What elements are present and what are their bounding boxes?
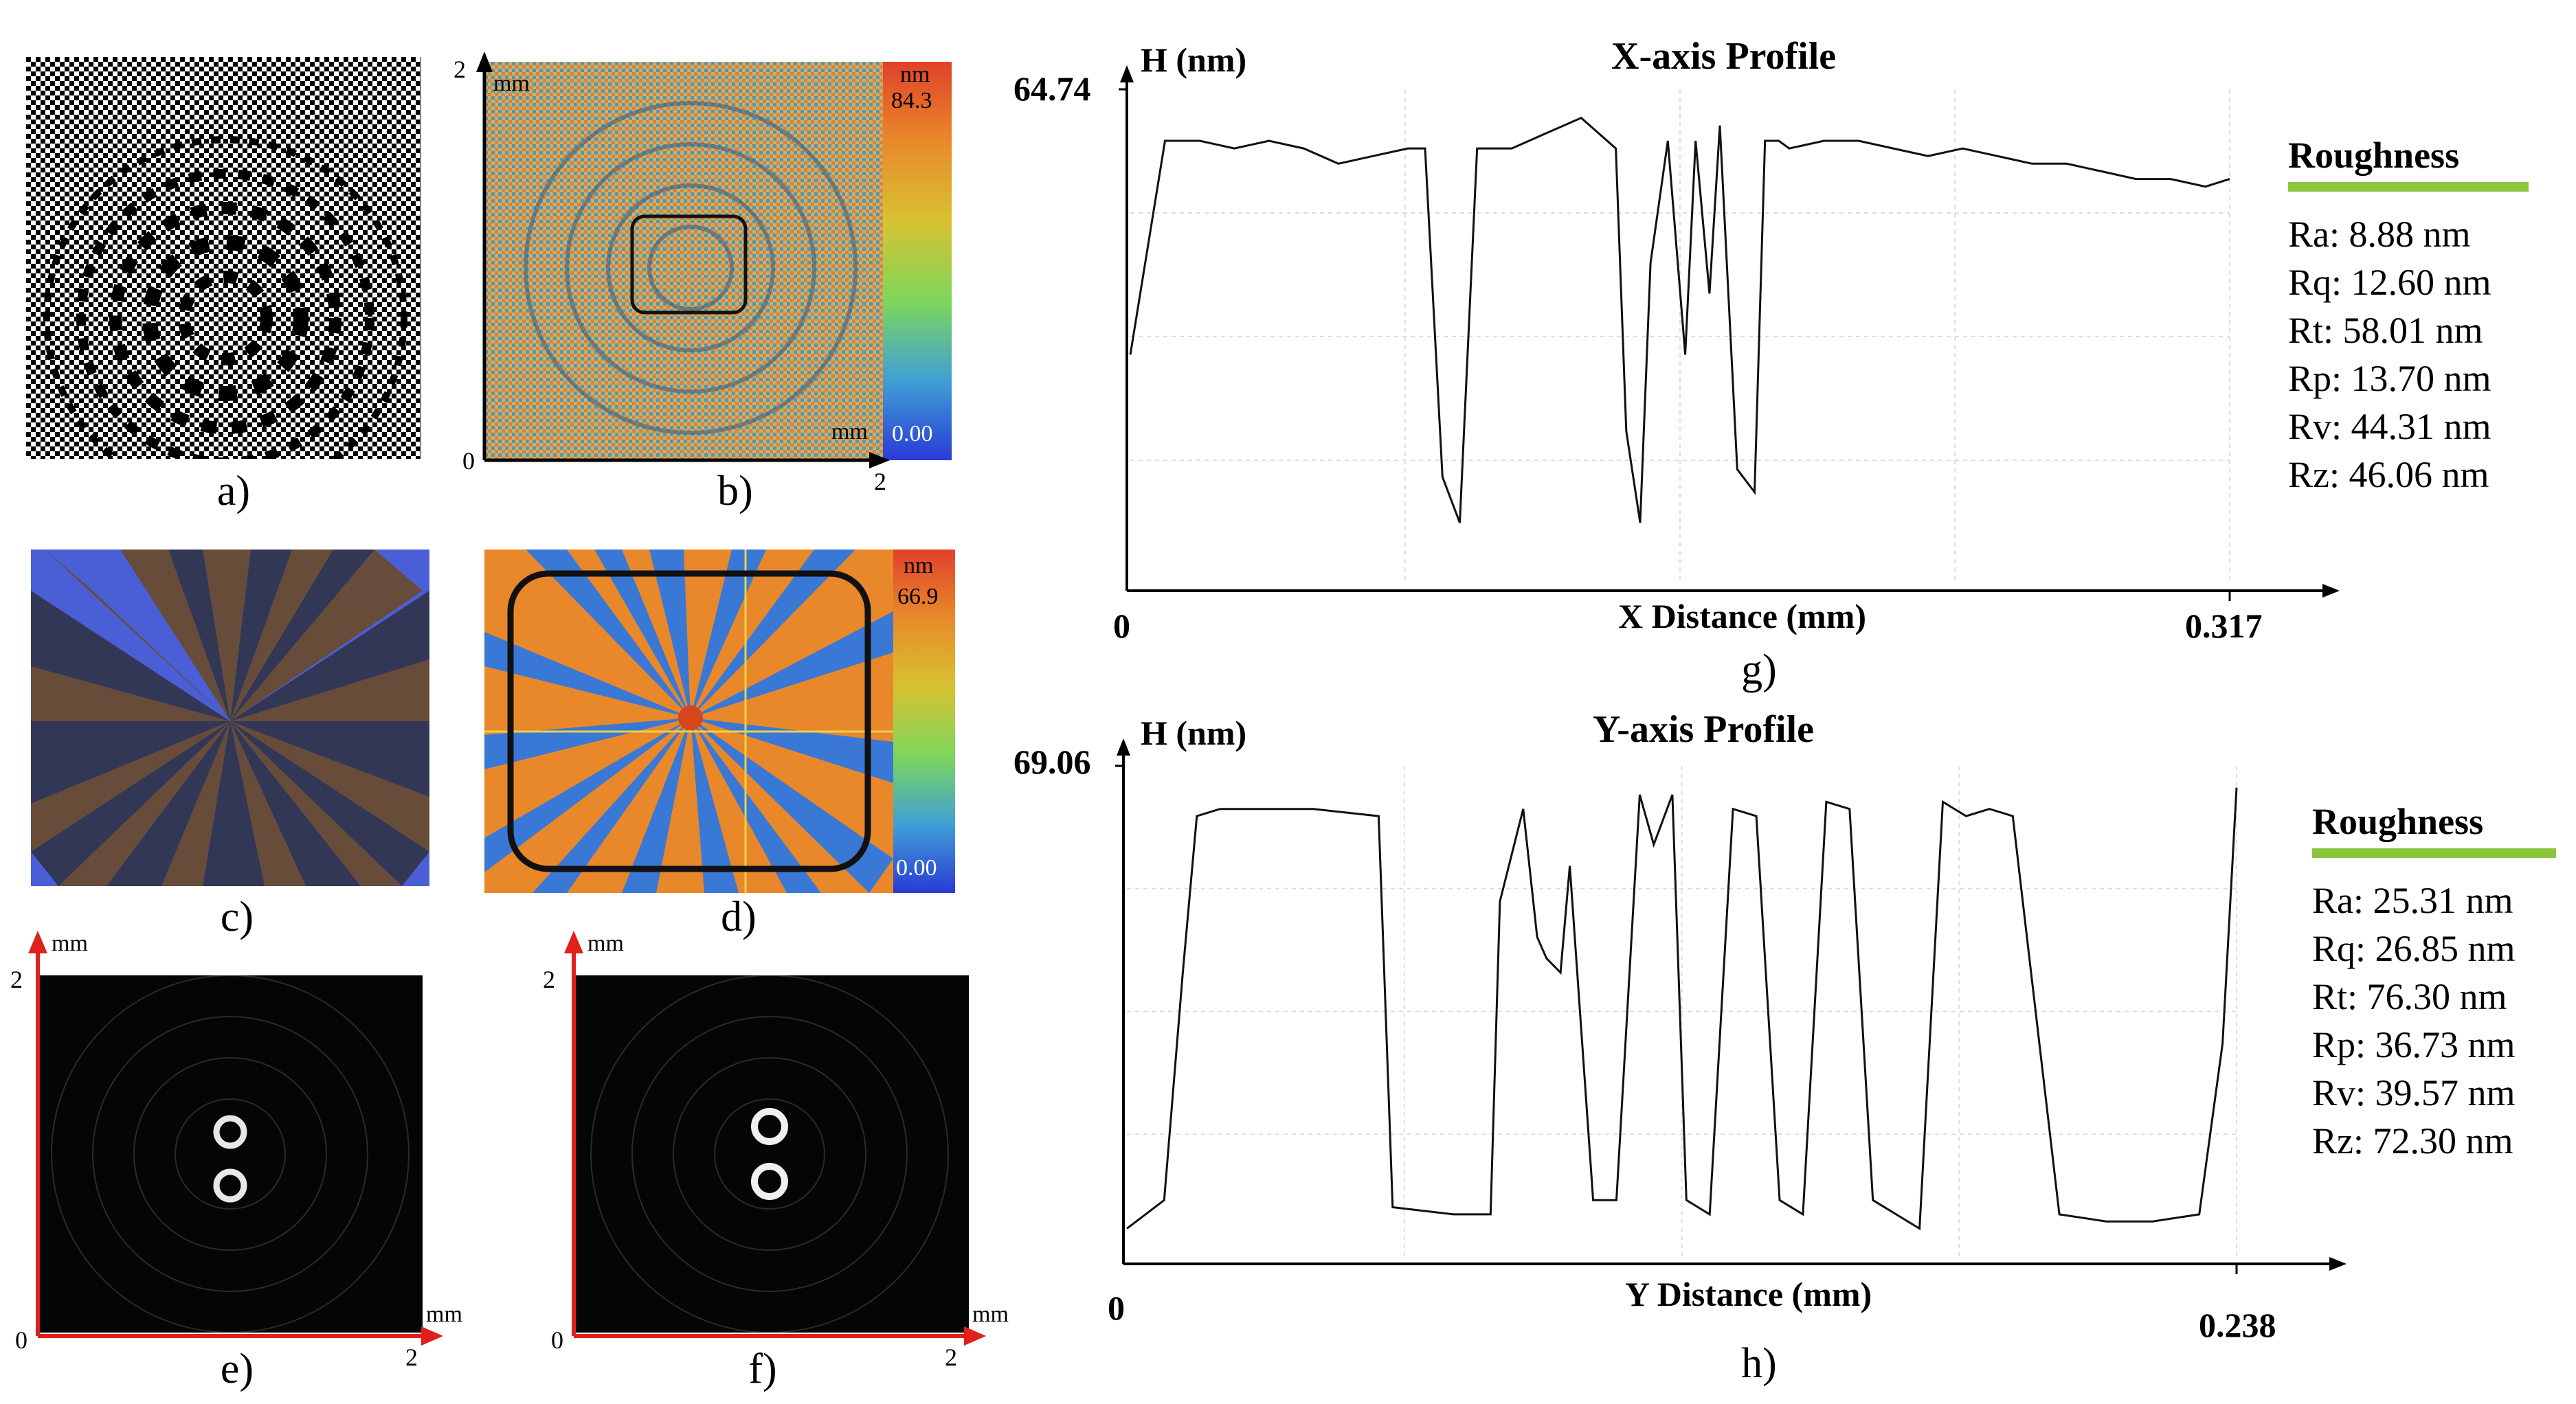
chart-g-roughness-rv: Rv: 44.31 nm: [2288, 406, 2491, 447]
panel-b-axis-x-max: 2: [874, 468, 886, 495]
chart-h-roughness-rp: Rp: 36.73 nm: [2312, 1024, 2516, 1065]
y-axis-profile-chart: [1115, 738, 2347, 1274]
panel-c-label: c): [220, 894, 254, 940]
panel-b-colorbar-unit: nm: [900, 62, 930, 87]
chart-h-roughness-title: Roughness: [2312, 801, 2484, 842]
panel-b-label: b): [717, 468, 753, 514]
chart-h-y-arrow: [1117, 738, 1130, 756]
panel-e-unit-right: mm: [426, 1302, 462, 1327]
chart-h-xmax-label: 0.238: [2199, 1306, 2276, 1344]
chart-g-ymax-label: 64.74: [1013, 69, 1091, 108]
chart-g-ylabel: H (nm): [1141, 41, 1247, 79]
panel-f-axes: [564, 931, 986, 1346]
panel-h-label: h): [1741, 1340, 1777, 1387]
chart-g-xmin-label: 0: [1113, 607, 1130, 645]
chart-g-title: X-axis Profile: [1611, 35, 1837, 78]
chart-g-roughness-title: Roughness: [2288, 135, 2460, 176]
panel-c-image: [31, 550, 429, 886]
panel-f-label: f): [748, 1346, 777, 1392]
chart-h-title: Y-axis Profile: [1593, 708, 1814, 751]
panel-b-unit-bottom: mm: [831, 419, 868, 444]
panel-f-axis-x-max: 2: [945, 1344, 957, 1371]
panel-f-unit-top: mm: [587, 931, 624, 956]
chart-g-roughness-rt: Rt: 58.01 nm: [2288, 310, 2483, 351]
diffraction-pattern: [590, 975, 949, 1333]
panel-a-image: [26, 57, 421, 459]
diffraction-pattern: [51, 975, 410, 1333]
panel-d-image: [484, 550, 893, 893]
panel-b-axis-y-max: 2: [453, 56, 466, 83]
chart-h-xmin-label: 0: [1108, 1289, 1125, 1327]
chart-g-roughness-underline: [2288, 182, 2529, 192]
panel-f-origin: 0: [551, 1326, 563, 1354]
chart-h-roughness-rz: Rz: 72.30 nm: [2312, 1120, 2513, 1162]
panel-a-label: a): [216, 468, 251, 514]
chart-g-grid: [1130, 89, 2230, 584]
panel-b-unit-top: mm: [493, 71, 530, 96]
chart-h-roughness-rt: Rt: 76.30 nm: [2312, 976, 2507, 1017]
panel-e-unit-top: mm: [52, 931, 88, 956]
panel-e-origin: 0: [15, 1326, 27, 1354]
panel-d-label: d): [721, 894, 757, 940]
checkerboard-pattern: [26, 57, 421, 459]
chart-g-series-line: [1129, 116, 2230, 523]
chart-h-ylabel: H (nm): [1141, 714, 1247, 752]
radial-height-map: [484, 550, 893, 893]
chart-g-y-arrow: [1120, 65, 1134, 82]
x-axis-profile-chart: [1119, 65, 2340, 601]
panel-b-axes: [476, 52, 890, 468]
panel-d-colorbar-max: 66.9: [897, 584, 939, 609]
radial-3d-render: [31, 550, 429, 886]
panel-e-axis-x-max: 2: [405, 1344, 418, 1371]
panel-e-axis-y-max: 2: [10, 966, 23, 993]
panel-f-axis-y-max: 2: [543, 966, 555, 993]
chart-h-roughness-rq: Rq: 26.85 nm: [2312, 928, 2516, 969]
height-map: [484, 62, 883, 460]
panel-d-colorbar-unit: nm: [904, 553, 934, 578]
chart-h-x-arrow: [2329, 1257, 2347, 1271]
chart-h-grid: [1127, 766, 2237, 1257]
panel-b-image: [484, 62, 883, 460]
panel-b-origin: 0: [462, 447, 475, 475]
chart-g-roughness-ra: Ra: 8.88 nm: [2288, 214, 2471, 255]
panel-b-colorbar-min: 0.00: [892, 421, 933, 446]
chart-h-roughness-ra: Ra: 25.31 nm: [2312, 880, 2513, 921]
panel-d-colorbar-min: 0.00: [896, 855, 937, 881]
panel-e-axes: [28, 931, 443, 1346]
chart-h-series-line: [1126, 787, 2238, 1231]
chart-g-x-arrow: [2322, 584, 2340, 598]
chart-g-roughness-rz: Rz: 46.06 nm: [2288, 454, 2489, 495]
chart-h-xlabel: Y Distance (mm): [1625, 1275, 1872, 1313]
panel-e-label: e): [220, 1346, 254, 1392]
panel-e-image: [38, 975, 423, 1333]
panel-b-colorbar-max: 84.3: [891, 88, 932, 113]
chart-g-roughness-rq: Rq: 12.60 nm: [2288, 262, 2491, 303]
chart-g-xmax-label: 0.317: [2185, 607, 2263, 645]
panel-f-image: [574, 975, 969, 1333]
chart-h-roughness-rv: Rv: 39.57 nm: [2312, 1072, 2516, 1113]
chart-h-roughness-underline: [2312, 848, 2556, 858]
chart-g-roughness-rp: Rp: 13.70 nm: [2288, 358, 2491, 399]
panel-b-colorbar: [883, 62, 952, 460]
chart-h-ymax-label: 69.06: [1013, 743, 1091, 781]
panel-f-unit-right: mm: [972, 1302, 1009, 1327]
panel-g-label: g): [1741, 646, 1777, 693]
chart-g-xlabel: X Distance (mm): [1618, 597, 1867, 635]
panel-d-colorbar: [893, 550, 955, 893]
